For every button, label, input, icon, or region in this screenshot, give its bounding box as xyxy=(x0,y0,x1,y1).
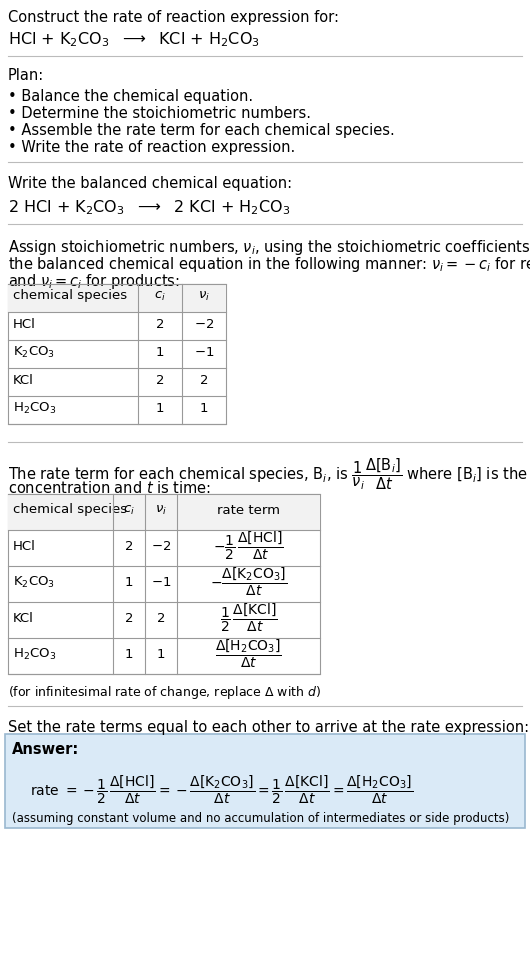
Text: $c_i$: $c_i$ xyxy=(123,504,135,516)
Text: 1: 1 xyxy=(125,647,133,661)
Text: rate term: rate term xyxy=(217,504,280,516)
Bar xyxy=(8,284,226,424)
Text: K$_2$CO$_3$: K$_2$CO$_3$ xyxy=(13,575,55,590)
Text: 2: 2 xyxy=(156,317,164,331)
Text: 1: 1 xyxy=(200,401,208,415)
Text: • Write the rate of reaction expression.: • Write the rate of reaction expression. xyxy=(8,140,295,155)
Bar xyxy=(8,284,226,312)
Text: The rate term for each chemical species, B$_i$, is $\dfrac{1}{\nu_i}\dfrac{\Delt: The rate term for each chemical species,… xyxy=(8,456,530,492)
Text: 2: 2 xyxy=(125,612,133,625)
Text: 2: 2 xyxy=(125,540,133,552)
Text: • Assemble the rate term for each chemical species.: • Assemble the rate term for each chemic… xyxy=(8,123,395,138)
Text: 2: 2 xyxy=(156,374,164,386)
Text: $\dfrac{\Delta[\mathrm{H_2CO_3}]}{\Delta t}$: $\dfrac{\Delta[\mathrm{H_2CO_3}]}{\Delta… xyxy=(215,638,282,671)
Text: rate $= -\dfrac{1}{2}\,\dfrac{\Delta[\mathrm{HCl}]}{\Delta t} = -\dfrac{\Delta[\: rate $= -\dfrac{1}{2}\,\dfrac{\Delta[\ma… xyxy=(30,774,413,806)
Text: 1: 1 xyxy=(156,346,164,358)
Text: $-\dfrac{1}{2}\,\dfrac{\Delta[\mathrm{HCl}]}{\Delta t}$: $-\dfrac{1}{2}\,\dfrac{\Delta[\mathrm{HC… xyxy=(213,530,284,562)
Text: 2: 2 xyxy=(200,374,208,386)
Text: chemical species: chemical species xyxy=(13,504,127,516)
Text: KCl: KCl xyxy=(13,374,34,386)
Text: H$_2$CO$_3$: H$_2$CO$_3$ xyxy=(13,646,56,662)
Text: Assign stoichiometric numbers, $\nu_i$, using the stoichiometric coefficients, $: Assign stoichiometric numbers, $\nu_i$, … xyxy=(8,238,530,257)
Text: $-1$: $-1$ xyxy=(151,576,171,589)
Text: K$_2$CO$_3$: K$_2$CO$_3$ xyxy=(13,345,55,359)
Text: the balanced chemical equation in the following manner: $\nu_i = -c_i$ for react: the balanced chemical equation in the fo… xyxy=(8,255,530,274)
Text: $\nu_i$: $\nu_i$ xyxy=(198,290,210,303)
Text: $-\dfrac{\Delta[\mathrm{K_2CO_3}]}{\Delta t}$: $-\dfrac{\Delta[\mathrm{K_2CO_3}]}{\Delt… xyxy=(210,566,287,598)
Text: Plan:: Plan: xyxy=(8,68,44,83)
Text: chemical species: chemical species xyxy=(13,290,127,303)
Text: HCl: HCl xyxy=(13,317,36,331)
Text: Construct the rate of reaction expression for:: Construct the rate of reaction expressio… xyxy=(8,10,339,25)
Bar xyxy=(8,494,320,674)
Text: $-1$: $-1$ xyxy=(194,346,214,358)
Text: KCl: KCl xyxy=(13,612,34,625)
Text: • Determine the stoichiometric numbers.: • Determine the stoichiometric numbers. xyxy=(8,106,311,121)
Text: H$_2$CO$_3$: H$_2$CO$_3$ xyxy=(13,400,56,416)
Text: and $\nu_i = c_i$ for products:: and $\nu_i = c_i$ for products: xyxy=(8,272,180,291)
Text: concentration and $t$ is time:: concentration and $t$ is time: xyxy=(8,480,211,496)
Text: 1: 1 xyxy=(125,576,133,589)
Text: Write the balanced chemical equation:: Write the balanced chemical equation: xyxy=(8,176,292,191)
Text: $-2$: $-2$ xyxy=(194,317,214,331)
Text: 2: 2 xyxy=(157,612,165,625)
Text: (assuming constant volume and no accumulation of intermediates or side products): (assuming constant volume and no accumul… xyxy=(12,812,509,825)
FancyBboxPatch shape xyxy=(5,734,525,828)
Text: (for infinitesimal rate of change, replace $\Delta$ with $d$): (for infinitesimal rate of change, repla… xyxy=(8,684,321,701)
Text: $\dfrac{1}{2}\,\dfrac{\Delta[\mathrm{KCl}]}{\Delta t}$: $\dfrac{1}{2}\,\dfrac{\Delta[\mathrm{KCl… xyxy=(219,602,277,634)
Text: HCl: HCl xyxy=(13,540,36,552)
Text: $\nu_i$: $\nu_i$ xyxy=(155,504,167,516)
Text: $c_i$: $c_i$ xyxy=(154,290,166,303)
Text: Set the rate terms equal to each other to arrive at the rate expression:: Set the rate terms equal to each other t… xyxy=(8,720,529,735)
Text: • Balance the chemical equation.: • Balance the chemical equation. xyxy=(8,89,253,104)
Text: HCl + K$_2$CO$_3$  $\longrightarrow$  KCl + H$_2$CO$_3$: HCl + K$_2$CO$_3$ $\longrightarrow$ KCl … xyxy=(8,30,260,49)
Text: 1: 1 xyxy=(157,647,165,661)
Text: Answer:: Answer: xyxy=(12,742,80,757)
Text: 2 HCl + K$_2$CO$_3$  $\longrightarrow$  2 KCl + H$_2$CO$_3$: 2 HCl + K$_2$CO$_3$ $\longrightarrow$ 2 … xyxy=(8,198,290,217)
Text: 1: 1 xyxy=(156,401,164,415)
Bar xyxy=(8,494,320,530)
Text: $-2$: $-2$ xyxy=(151,540,171,552)
